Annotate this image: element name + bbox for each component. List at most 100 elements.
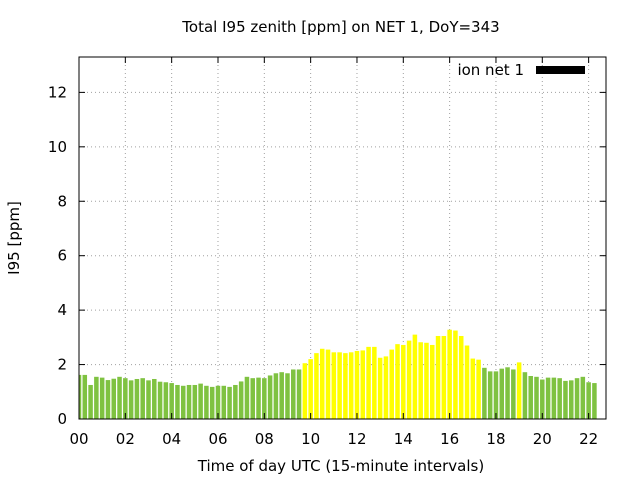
bar — [412, 334, 418, 419]
bar — [331, 352, 337, 419]
bar — [157, 381, 163, 419]
bar — [180, 385, 186, 419]
bar — [401, 344, 406, 419]
bar — [441, 335, 447, 419]
bar — [528, 375, 533, 419]
y-tick-label: 12 — [48, 83, 67, 101]
x-tick-label: 20 — [533, 430, 552, 448]
bar — [366, 346, 371, 419]
bar — [372, 346, 377, 419]
bar — [377, 357, 383, 419]
y-tick-label: 8 — [57, 192, 67, 210]
bar — [319, 348, 325, 419]
bar — [464, 345, 470, 419]
legend-swatch — [536, 66, 585, 74]
bar — [592, 383, 597, 419]
bar — [551, 377, 557, 419]
bar — [557, 378, 562, 419]
y-tick-label: 4 — [57, 301, 67, 319]
bar — [343, 353, 348, 419]
bar — [117, 376, 122, 419]
bar — [215, 385, 221, 419]
bar — [198, 383, 203, 419]
bar — [128, 380, 134, 419]
x-tick-label: 02 — [116, 430, 135, 448]
bar — [568, 380, 574, 419]
bar — [314, 353, 319, 419]
bar — [563, 380, 568, 419]
x-tick-label: 04 — [162, 430, 181, 448]
x-tick-label: 06 — [208, 430, 227, 448]
bar — [487, 371, 493, 419]
bar — [244, 376, 250, 419]
bar — [175, 384, 180, 419]
bar — [99, 377, 105, 419]
bar — [493, 371, 499, 419]
bar — [540, 379, 545, 419]
legend-label: ion net 1 — [457, 61, 524, 79]
bar — [505, 367, 510, 419]
bar — [424, 342, 429, 419]
bar — [262, 378, 267, 419]
bar — [325, 349, 331, 419]
bar — [522, 372, 528, 419]
bar — [169, 383, 174, 419]
bar — [482, 367, 487, 419]
y-axis-label: I95 [ppm] — [5, 201, 23, 275]
grid — [79, 57, 606, 419]
plot-frame — [78, 56, 607, 420]
bar — [545, 377, 551, 419]
bar — [140, 378, 145, 419]
bars — [79, 329, 597, 419]
bar — [360, 350, 366, 419]
bar — [227, 386, 232, 419]
x-tick-label: 00 — [69, 430, 88, 448]
x-tick-label: 16 — [440, 430, 459, 448]
bar — [435, 335, 441, 419]
chart-title: Total I95 zenith [ppm] on NET 1, DoY=343 — [181, 18, 499, 36]
bar — [273, 373, 279, 419]
bar — [209, 386, 215, 419]
bar — [221, 385, 227, 419]
bar — [79, 374, 82, 419]
bar — [105, 380, 111, 419]
bar — [88, 384, 93, 419]
x-axis-label: Time of day UTC (15-minute intervals) — [197, 457, 484, 475]
bar — [458, 335, 464, 419]
bar — [152, 378, 157, 419]
bar — [586, 382, 591, 419]
bar — [511, 369, 516, 419]
x-tick-label: 08 — [255, 430, 274, 448]
bar — [285, 373, 290, 419]
bar — [406, 340, 412, 419]
bar — [470, 358, 476, 419]
bar — [447, 329, 452, 419]
bar — [238, 381, 244, 419]
bar — [250, 378, 255, 419]
bar — [192, 384, 198, 419]
bar — [256, 377, 261, 419]
bar — [267, 375, 273, 419]
bar — [516, 362, 522, 419]
bar — [389, 349, 394, 419]
bar — [302, 363, 308, 419]
bar — [383, 356, 389, 419]
bar — [279, 372, 284, 419]
bar — [94, 376, 99, 419]
x-tick-label: 12 — [347, 430, 366, 448]
bar — [204, 385, 209, 419]
bar — [418, 342, 423, 419]
x-tick-label: 18 — [486, 430, 505, 448]
bar — [499, 368, 505, 419]
bar — [476, 359, 481, 419]
y-tick-label: 0 — [57, 410, 67, 428]
y-tick-label: 10 — [48, 138, 67, 156]
bar — [430, 344, 435, 419]
bar — [308, 359, 313, 419]
bar — [337, 352, 342, 419]
bar — [163, 382, 169, 419]
bar — [574, 378, 580, 419]
y-tick-label: 2 — [57, 356, 67, 374]
